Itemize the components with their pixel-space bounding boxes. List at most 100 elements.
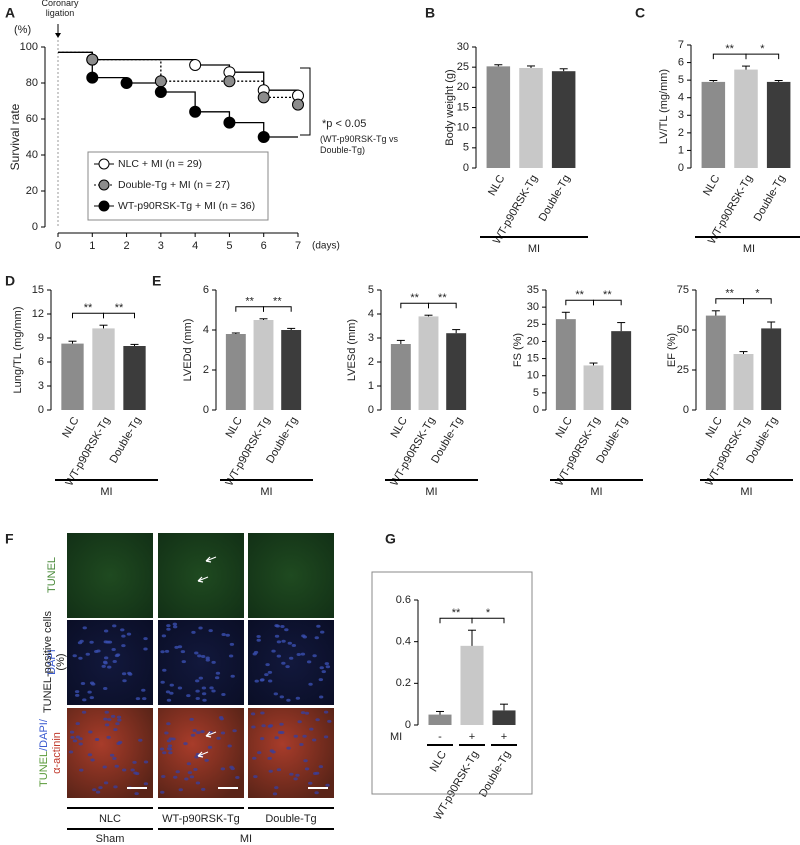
nucleus [75,693,80,697]
nucleus [303,759,308,763]
y-tick-label: 25 [457,61,469,73]
y-tick-label: 35 [527,284,539,296]
nucleus [104,723,110,727]
nucleus [289,772,294,776]
nucleus [200,654,206,658]
nucleus [271,649,276,653]
nucleus [285,665,290,669]
nucleus [293,734,298,738]
nucleus [314,636,319,640]
nucleus [287,641,293,645]
nucleus [186,694,191,698]
sig-label: ** [438,292,447,304]
x-axis-label: (days) [312,241,340,252]
nucleus [103,687,108,691]
nucleus [308,781,313,785]
nucleus [221,633,226,637]
survival-point [86,53,99,66]
category-label: Double-Tg [108,415,144,465]
category-label: NLC [554,415,575,440]
bar [766,81,791,168]
nucleus [318,678,324,682]
nucleus [87,753,93,757]
y-tick-label: 1 [368,380,374,392]
nucleus [138,738,143,742]
nucleus [193,767,198,771]
nucleus [274,786,279,790]
y-tick-label: 10 [457,122,469,134]
nucleus [105,640,110,644]
nucleus [214,676,220,680]
nucleus [68,750,74,754]
nucleus [122,679,127,683]
survival-point [154,75,167,88]
sig-bracket [263,306,292,312]
bar [492,710,516,725]
y-tick-label: 50 [677,324,689,336]
y-tick-label: 80 [26,77,38,89]
category-label: Double-Tg [477,749,513,799]
panel-letter: A [5,5,15,21]
bar [611,331,632,410]
group-label: MI [240,833,252,845]
nucleus [304,711,310,715]
sig-bracket [745,53,780,60]
y-tick-label: 40 [26,149,38,161]
nucleus [274,736,279,740]
survival-point [189,105,202,118]
sig-bracket [103,312,135,319]
nucleus [200,787,206,791]
nucleus [275,624,280,628]
nucleus [175,770,180,774]
legend-label: Double-Tg + MI (n = 27) [118,179,230,191]
nucleus [211,689,216,693]
sig-label: * [760,43,765,55]
nucleus [161,774,166,778]
nucleus [173,775,178,779]
y-tick-label: 0 [405,719,411,731]
row-label-part: DAPI [46,649,58,675]
legend-marker [98,179,110,191]
nucleus [268,769,273,773]
nucleus [143,760,149,764]
nucleus [106,735,111,739]
sig-label: * [755,288,760,300]
row-label: TUNEL/DAPI/ [38,718,50,787]
nucleus [94,650,99,654]
nucleus [312,654,317,658]
sig-bracket [593,299,622,306]
nucleus [227,744,232,748]
row-label: DAPI [46,649,58,675]
nucleus [168,751,173,755]
nucleus [306,660,312,664]
y-tick-label: 30 [527,301,539,313]
panel-letter: C [635,5,645,21]
panel-frame [371,571,533,795]
nucleus [177,686,183,690]
nucleus [259,737,265,741]
nucleus [107,665,112,669]
panel-letter: D [5,273,15,289]
nucleus [311,738,317,742]
y-tick-label: 1 [678,144,684,156]
nucleus [143,647,148,651]
micrograph [248,620,334,705]
sig-bracket [428,302,457,309]
y-tick-label: 5 [533,387,539,399]
y-tick-label: 75 [677,284,689,296]
nucleus [316,624,321,628]
sig-bracket [743,298,772,304]
nucleus [116,715,122,719]
nucleus [254,679,259,683]
nucleus [260,711,265,715]
panel-letter: E [152,273,161,289]
x-tick-label: 5 [226,240,232,252]
bar [428,714,452,725]
nucleus [95,790,101,794]
nucleus [142,697,147,701]
row-label: α-actinin [51,732,63,774]
nucleus [209,686,214,690]
nucleus [189,717,194,721]
nucleus [194,755,199,759]
